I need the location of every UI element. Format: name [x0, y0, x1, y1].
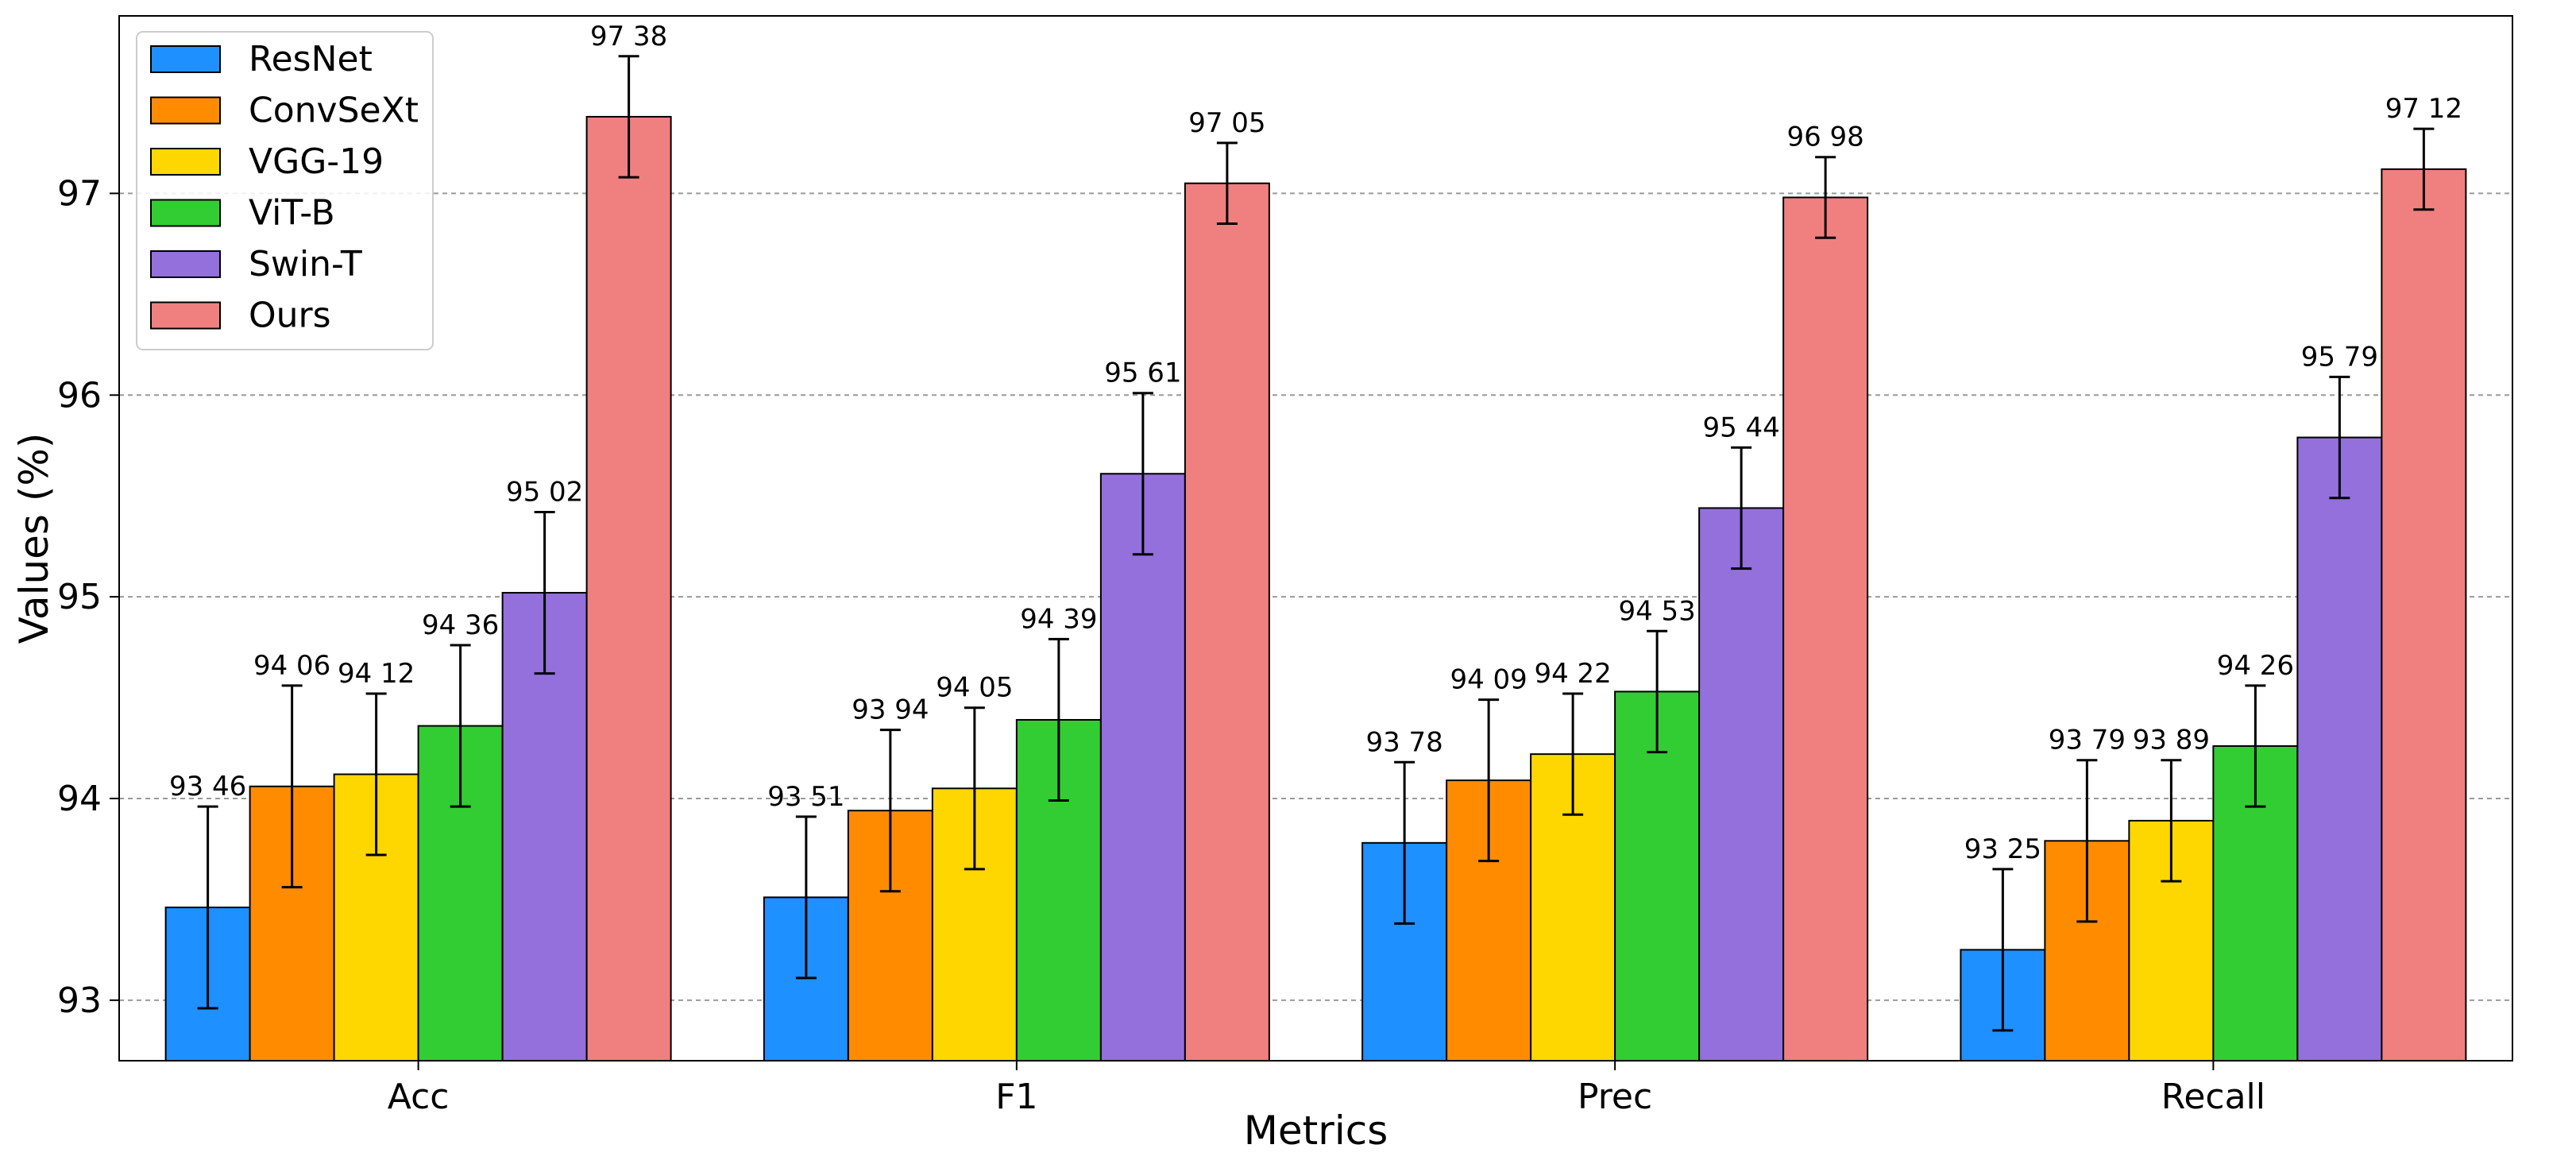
data-label: 94 22	[1534, 658, 1611, 690]
data-label: 94 36	[422, 609, 499, 641]
bar-ours	[1184, 182, 1270, 1062]
y-axis-ticks: 93 94 95 96 97	[57, 173, 119, 1021]
y-tick-label: 95	[57, 577, 102, 617]
legend-swatch-ours	[150, 301, 221, 330]
x-tick-label: F1	[995, 1077, 1037, 1117]
x-tick-label: Acc	[388, 1077, 450, 1117]
bar-ours	[585, 115, 672, 1062]
data-label: 95 02	[506, 476, 583, 508]
data-label: 94 26	[2217, 650, 2294, 682]
data-label: 93 25	[1964, 833, 2041, 865]
legend-swatch-swin-t	[150, 250, 221, 278]
data-label: 94 06	[253, 650, 330, 682]
legend-label-vit-b: ViT-B	[249, 193, 335, 234]
y-axis-title: Values (%)	[11, 433, 57, 644]
legend-swatch-resnet	[150, 45, 221, 73]
data-label: 97 38	[590, 21, 667, 52]
x-axis-title: Metrics	[1244, 1108, 1388, 1154]
legend-label-resnet: ResNet	[249, 39, 373, 79]
data-label: 94 12	[338, 658, 415, 690]
data-label: 93 51	[767, 781, 844, 813]
bar-swin-t	[1099, 473, 1186, 1062]
y-tick-label: 94	[57, 779, 102, 819]
legend-swatch-convsext	[150, 96, 221, 125]
data-label: 94 09	[1450, 664, 1527, 696]
data-label: 95 44	[1702, 412, 1779, 443]
plot-frame	[118, 15, 2513, 1062]
data-label: 97 05	[1188, 107, 1265, 139]
data-label: 95 79	[2301, 341, 2378, 373]
legend-label-ours: Ours	[249, 296, 331, 336]
data-label: 94 39	[1020, 603, 1097, 635]
bar-ours	[2381, 168, 2467, 1062]
bar-swin-t	[1698, 507, 1785, 1062]
data-label: 93 94	[852, 694, 929, 726]
data-label: 94 05	[936, 672, 1013, 704]
error-bars	[197, 55, 2435, 1032]
legend-swatch-vgg-19	[150, 148, 221, 176]
bars	[164, 115, 2467, 1062]
data-label: 93 79	[2049, 725, 2126, 756]
x-tick-label: Recall	[2161, 1077, 2265, 1117]
data-label: 94 53	[1618, 595, 1695, 627]
legend-swatch-vit-b	[150, 199, 221, 227]
data-label: 95 61	[1104, 358, 1181, 389]
bar-ours	[1782, 196, 1869, 1062]
data-label: 93 46	[169, 771, 246, 802]
x-tick-label: Prec	[1578, 1077, 1652, 1117]
data-label: 97 12	[2385, 93, 2462, 125]
x-axis-ticks: Acc F1 Prec Recall	[388, 1061, 2265, 1117]
legend: ResNet ConvSeXt VGG-19 ViT-B Swin-T Ours	[136, 31, 434, 350]
y-tick-label: 96	[57, 375, 102, 416]
legend-label-convsext: ConvSeXt	[249, 91, 419, 131]
data-label: 93 78	[1365, 726, 1442, 758]
data-label: 96 98	[1786, 122, 1863, 153]
legend-label-swin-t: Swin-T	[249, 244, 362, 284]
data-label: 93 89	[2133, 725, 2210, 756]
legend-label-vgg-19: VGG-19	[249, 141, 384, 182]
y-tick-label: 93	[57, 980, 102, 1021]
bar-swin-t	[2296, 436, 2383, 1062]
y-tick-label: 97	[57, 173, 102, 214]
